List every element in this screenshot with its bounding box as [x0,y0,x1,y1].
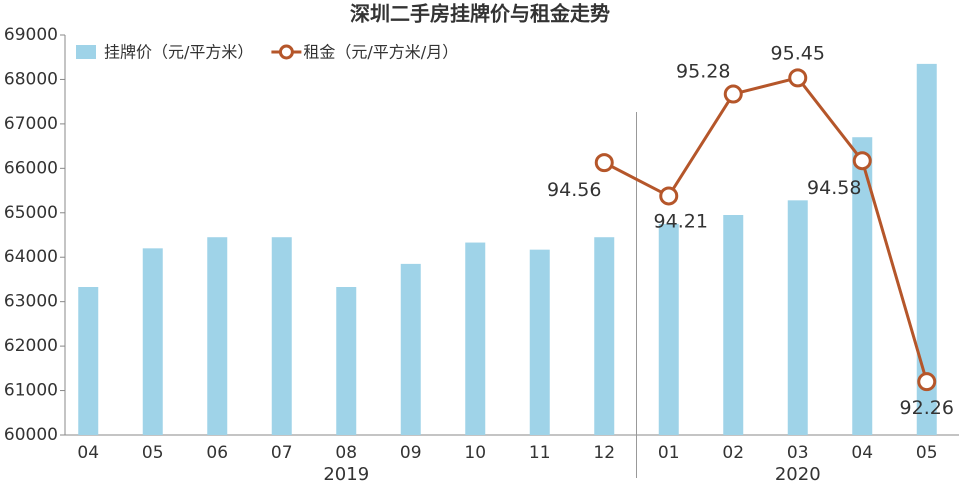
x-tick-label: 05 [916,443,938,463]
y-tick-label: 60000 [4,425,58,445]
bar [594,237,615,435]
bar [400,263,421,435]
bar [271,237,292,435]
x-tick-label: 11 [529,443,551,463]
x-tick-label: 03 [787,443,809,463]
line-marker [788,68,808,88]
y-tick-label: 61000 [4,381,58,401]
data-label: 94.21 [654,210,708,232]
group-label: 2019 [323,464,369,484]
y-tick-label: 66000 [4,158,58,178]
bar [142,248,163,435]
x-tick-label: 02 [722,443,744,463]
data-label: 94.56 [547,179,601,201]
line-marker [917,372,937,392]
y-tick-label: 64000 [4,247,58,267]
x-tick-label: 05 [142,443,164,463]
bar [658,223,679,435]
line-marker [852,151,872,171]
y-tick-label: 68000 [4,69,58,89]
legend-swatch [278,44,294,60]
bar [336,287,357,435]
y-tick-label: 63000 [4,292,58,312]
bar [852,137,873,435]
y-tick-label: 67000 [4,114,58,134]
x-tick-label: 06 [206,443,228,463]
group-label: 2020 [775,464,821,484]
line-marker [594,153,614,173]
x-tick-label: 09 [400,443,422,463]
bar [465,242,486,435]
bar [78,287,99,435]
x-tick-label: 10 [464,443,486,463]
x-tick-label: 07 [271,443,293,463]
y-tick-label: 62000 [4,336,58,356]
x-tick-label: 01 [658,443,680,463]
bar [916,63,937,436]
legend-label: 租金（元/平方米/月） [303,43,458,62]
x-tick-label: 08 [335,443,357,463]
bar [787,200,808,435]
y-tick-label: 65000 [4,203,58,223]
legend-label: 挂牌价（元/平方米） [104,43,253,62]
x-tick-label: 12 [593,443,615,463]
data-label: 94.58 [807,177,861,199]
line [603,76,929,383]
chart-title: 深圳二手房挂牌价与租金走势 [350,2,610,26]
bar [723,215,744,435]
legend: 挂牌价（元/平方米） 租金（元/平方米/月） [76,43,458,62]
y-tick-label: 69000 [4,25,58,45]
x-tick-label: 04 [77,443,99,463]
data-label: 95.28 [676,61,730,83]
data-label: 92.26 [900,397,954,419]
bar [529,249,550,435]
line-marker [723,84,743,104]
bar [207,237,228,435]
legend-swatch [76,45,96,59]
line-marker [659,186,679,206]
x-tick-label: 04 [851,443,873,463]
data-label: 95.45 [771,42,825,64]
